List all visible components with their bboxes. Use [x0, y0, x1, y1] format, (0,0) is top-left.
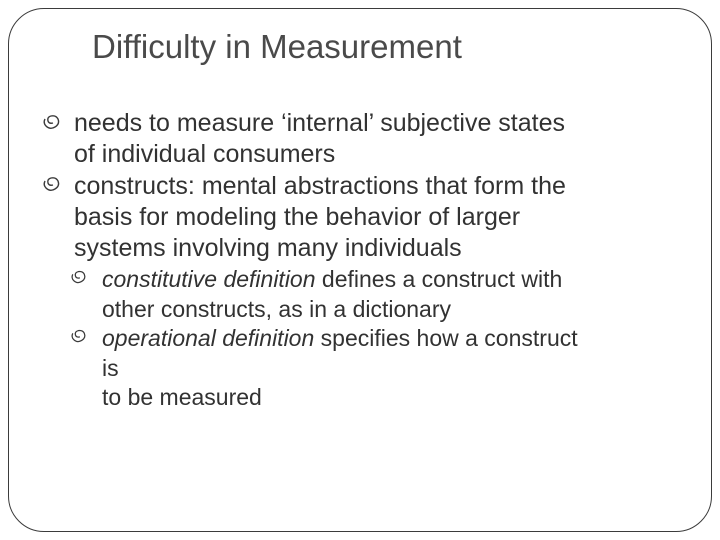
bullet-continuation: other constructs, as in a dictionary — [70, 295, 660, 324]
bullet-text: is — [102, 355, 119, 381]
bullet-text: basis for modeling the behavior of large… — [74, 203, 520, 231]
swirl-bullet-icon — [42, 175, 64, 195]
slide-content: needs to measure ‘internal’ subjective s… — [42, 108, 660, 412]
bullet-continuation: basis for modeling the behavior of large… — [42, 202, 660, 233]
bullet-continuation: of individual consumers — [42, 139, 660, 170]
bullet-text: other constructs, as in a dictionary — [102, 296, 451, 322]
swirl-bullet-icon — [42, 113, 64, 133]
bullet-text: of individual consumers — [74, 140, 335, 168]
bullet-text: systems involving many individuals — [74, 234, 462, 262]
bullet-text-italic: operational definition — [102, 325, 314, 351]
bullet-text: to be measured — [102, 384, 262, 410]
swirl-bullet-icon — [70, 328, 92, 348]
bullet-level2: constitutive definition defines a constr… — [70, 265, 660, 294]
bullet-level1: constructs: mental abstractions that for… — [42, 171, 660, 202]
bullet-text: specifies how a construct — [314, 325, 577, 351]
bullet-continuation: is — [70, 354, 660, 383]
slide: Difficulty in Measurement needs to measu… — [0, 0, 720, 540]
bullet-level1: needs to measure ‘internal’ subjective s… — [42, 108, 660, 139]
bullet-text: constructs: mental abstractions that for… — [74, 172, 566, 200]
slide-title: Difficulty in Measurement — [92, 28, 462, 66]
bullet-text: defines a construct with — [316, 266, 563, 292]
bullet-text-italic: constitutive definition — [102, 266, 316, 292]
swirl-bullet-icon — [70, 269, 92, 289]
bullet-continuation: to be measured — [70, 383, 660, 412]
bullet-level2: operational definition specifies how a c… — [70, 324, 660, 353]
bullet-continuation: systems involving many individuals — [42, 233, 660, 264]
bullet-text: needs to measure ‘internal’ subjective s… — [74, 109, 565, 137]
